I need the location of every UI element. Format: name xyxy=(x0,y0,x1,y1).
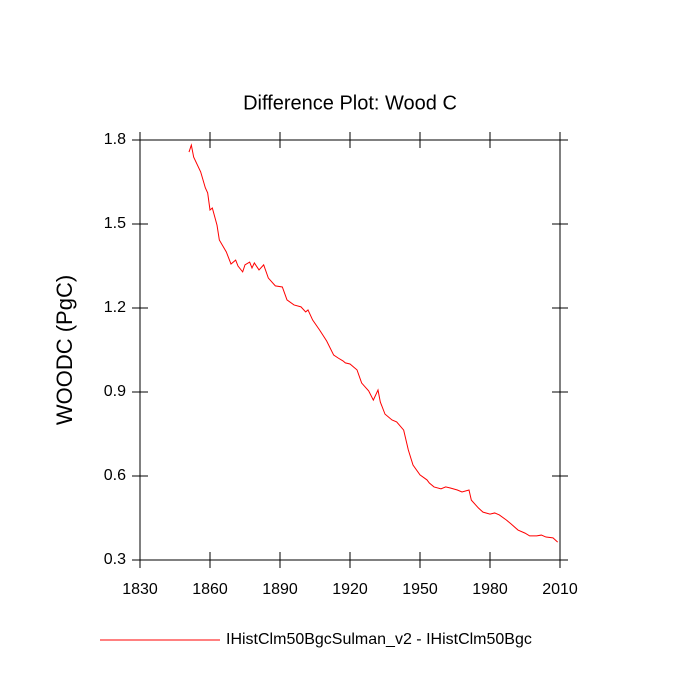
y-axis-label: WOODC (PgC) xyxy=(52,275,77,425)
data-line xyxy=(188,143,559,543)
y-tick-label: 1.8 xyxy=(104,131,126,148)
x-tick-label: 1860 xyxy=(192,581,228,598)
plot-frame xyxy=(139,139,561,561)
y-tick-label: 1.2 xyxy=(104,299,126,316)
chart-title: Difference Plot: Wood C xyxy=(243,92,457,114)
legend-label: IHistClm50BgcSulman_v2 - IHistClm50Bgc xyxy=(226,631,532,648)
x-tick-label: 1830 xyxy=(122,581,158,598)
y-tick-label: 0.3 xyxy=(104,551,126,568)
x-tick-label: 1890 xyxy=(262,581,298,598)
x-tick-label: 1950 xyxy=(402,581,438,598)
x-tick-label: 1980 xyxy=(472,581,508,598)
x-tick-label: 1920 xyxy=(332,581,368,598)
y-tick-label: 0.9 xyxy=(104,383,126,400)
y-tick-label: 0.6 xyxy=(104,467,126,484)
x-tick-label: 2010 xyxy=(542,581,578,598)
y-tick-label: 1.5 xyxy=(104,215,126,232)
